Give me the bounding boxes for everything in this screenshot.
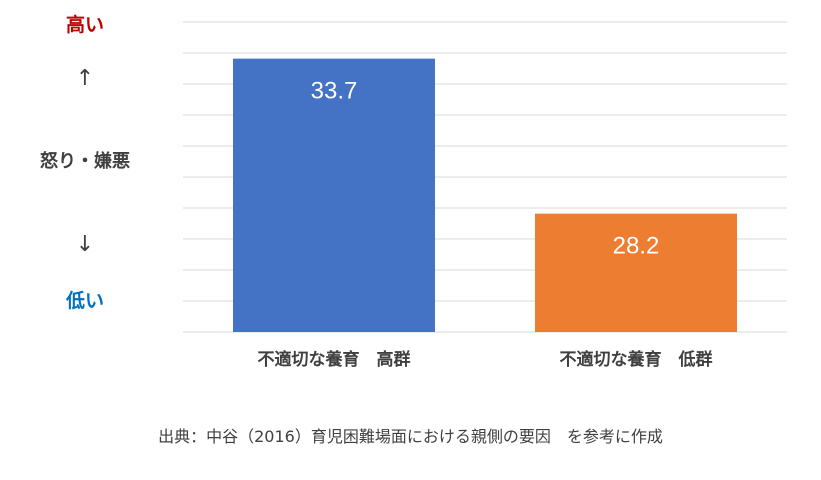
source-note: 出典：中谷（2016）育児困難場面における親側の要因 を参考に作成 [158, 427, 663, 446]
up-arrow-icon: ↑ [75, 66, 95, 91]
bar-value-label-2: 28.2 [613, 233, 660, 260]
y-axis-label: 怒り・嫌悪 [40, 151, 130, 172]
category-label-1: 不適切な養育 高群 [258, 349, 411, 370]
bar-chart: 33.7 不適切な養育 高群 28.2 不適切な養育 低群 [183, 21, 787, 370]
bar-2 [535, 213, 737, 332]
bar-value-label-1: 33.7 [311, 78, 358, 105]
bar-1 [233, 58, 435, 333]
y-high-label: 高い [65, 14, 104, 36]
down-arrow-icon: ↓ [75, 232, 95, 257]
y-low-label: 低い [65, 290, 104, 312]
category-label-2: 不適切な養育 低群 [560, 349, 713, 370]
